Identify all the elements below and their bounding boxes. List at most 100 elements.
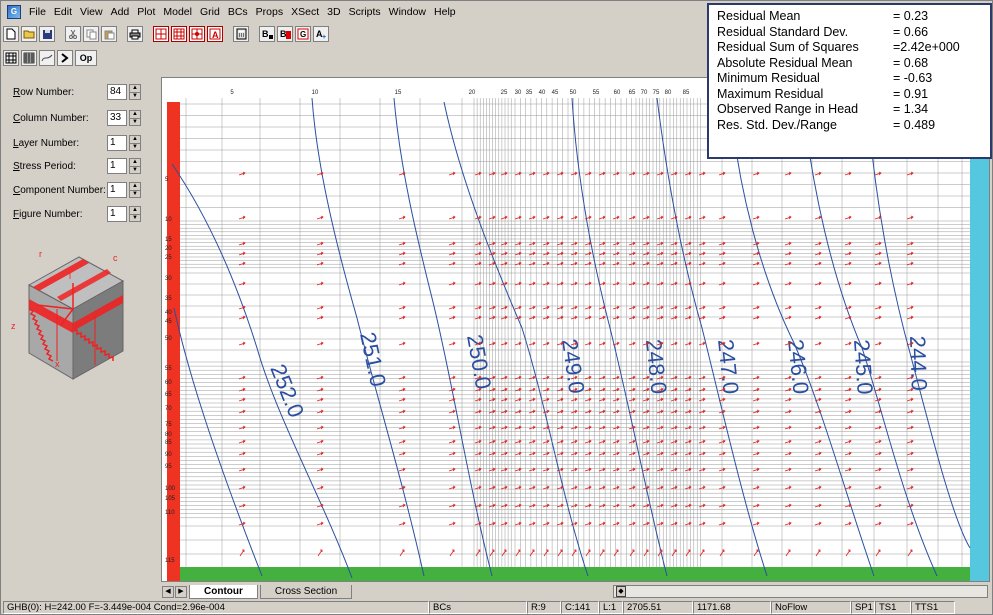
flow-vector-arrow (598, 439, 606, 444)
app-icon[interactable]: G (7, 5, 21, 19)
menu-plot[interactable]: Plot (137, 6, 156, 18)
grid-text-icon[interactable]: A (207, 26, 223, 42)
flow-vector-arrow (612, 451, 620, 456)
flow-vector-arrow (316, 251, 324, 256)
menu-grid[interactable]: Grid (199, 6, 220, 18)
row-number-label: 75 (165, 422, 172, 428)
graph-g-icon[interactable]: G (295, 26, 311, 42)
grid-add-icon[interactable] (171, 26, 187, 42)
paste-icon[interactable] (101, 26, 117, 42)
menu-model[interactable]: Model (163, 6, 192, 18)
grid-dense-icon[interactable] (21, 50, 37, 66)
flow-vector-arrow (500, 521, 508, 526)
flow-vector-arrow (906, 425, 914, 430)
tab-cross-section[interactable]: Cross Section (259, 584, 353, 599)
stat-value: = 0.91 (893, 86, 929, 101)
print-icon[interactable] (127, 26, 143, 42)
stress-period-input[interactable]: 1 (107, 158, 127, 174)
menu-file[interactable]: File (29, 6, 46, 18)
horizontal-scrollbar[interactable]: ◆ (613, 585, 988, 598)
figure-number-input[interactable]: 1 (107, 206, 127, 222)
op-button[interactable]: Op (75, 50, 97, 66)
column-number-label: 25 (501, 90, 508, 96)
tab-contour[interactable]: Contour (189, 584, 258, 599)
flow-vector-arrow (718, 467, 726, 472)
scroll-thumb-icon[interactable]: ◆ (616, 586, 626, 597)
flow-vector-arrow (316, 387, 324, 392)
component-number-input[interactable]: 1 (107, 182, 127, 198)
trace-icon[interactable] (39, 50, 55, 66)
flow-vector-arrow (874, 341, 882, 346)
layer-number-spinner[interactable]: ▲ ▼ (129, 135, 141, 151)
menu-3d[interactable]: 3D (327, 6, 341, 18)
stat-row: Res. Std. Dev./Range = 0.489 (717, 118, 982, 134)
menu-edit[interactable]: Edit (53, 6, 73, 18)
open-folder-icon[interactable] (21, 26, 37, 42)
flow-vector-arrow (670, 485, 678, 490)
menu-view[interactable]: View (80, 6, 103, 18)
flow-vector-arrow (556, 261, 564, 266)
menu-xsect[interactable]: XSect (291, 6, 320, 18)
status-stress-period: SP1 (851, 600, 875, 614)
flow-vector-arrow (784, 485, 792, 490)
boundary-b-icon[interactable]: B (259, 26, 275, 42)
row-number-spinner[interactable]: ▲ ▼ (129, 84, 141, 100)
grid-refine-icon[interactable] (189, 26, 205, 42)
column-number-label: 60 (614, 90, 621, 96)
flow-vector-arrow (684, 467, 692, 472)
calculator-icon[interactable] (233, 26, 249, 42)
layer-number-input[interactable]: 1 (107, 135, 127, 151)
menu-bcs[interactable]: BCs (227, 6, 248, 18)
status-y-coordinate: 1171.68 (693, 600, 771, 614)
flow-arrow-icon[interactable] (57, 50, 73, 66)
cut-icon[interactable] (65, 26, 81, 42)
stat-row: Residual Mean = 0.23 (717, 9, 982, 25)
tab-scroll-left-icon[interactable]: ◀ (162, 585, 174, 598)
flow-vector-arrow (628, 451, 636, 456)
menu-window[interactable]: Window (388, 6, 427, 18)
save-icon[interactable] (39, 26, 55, 42)
menu-props[interactable]: Props (255, 6, 284, 18)
menu-scripts[interactable]: Scripts (348, 6, 381, 18)
flow-vector-arrow (598, 305, 606, 310)
new-file-icon[interactable] (3, 26, 19, 42)
row-number-label: 25 (165, 255, 172, 261)
row-number-label: 30 (165, 276, 172, 282)
figure-number-spinner[interactable]: ▲ ▼ (129, 206, 141, 222)
boundary-b-red-icon[interactable]: B (277, 26, 293, 42)
flow-vector-arrow (542, 215, 550, 220)
flow-vector-arrow (642, 305, 650, 310)
component-number-spinner[interactable]: ▲ ▼ (129, 182, 141, 198)
column-number-input[interactable]: 33 (107, 110, 127, 126)
flow-vector-arrow (448, 241, 456, 246)
flow-vector-arrow (684, 341, 692, 346)
flow-vector-arrow (684, 305, 692, 310)
flow-vector-arrow (474, 451, 482, 456)
menu-help[interactable]: Help (434, 6, 456, 18)
flow-vector-arrow (556, 171, 564, 176)
column-number-spinner[interactable]: ▲ ▼ (129, 110, 141, 126)
grid-select-icon[interactable] (153, 26, 169, 42)
flow-vector-arrow (656, 503, 664, 508)
column-number-label: 15 (395, 90, 402, 96)
flow-vector-arrow (317, 549, 323, 557)
flow-vector-arrow (528, 503, 536, 508)
flow-vector-arrow (488, 387, 496, 392)
annotate-a-icon[interactable]: A + (313, 26, 329, 42)
model-grid-view[interactable]: 5 10 15 20 25 30 35 40 45 50 55 60 65 70 75 80 85 90 5 10 15… (161, 77, 990, 582)
flow-vector-arrow (906, 387, 914, 392)
grid-rows-icon[interactable] (3, 50, 19, 66)
row-number-label: 50 (165, 336, 172, 342)
row-number-input[interactable]: 84 (107, 84, 127, 100)
stress-period-spinner[interactable]: ▲ ▼ (129, 158, 141, 174)
flow-vector-arrow (488, 451, 496, 456)
orientation-cube[interactable]: r c l z x (7, 243, 157, 385)
flow-vector-arrow (844, 485, 852, 490)
menu-add[interactable]: Add (110, 6, 130, 18)
flow-vector-arrow (718, 397, 726, 402)
copy-icon[interactable] (83, 26, 99, 42)
grid-canvas[interactable]: 5 10 15 20 25 30 35 40 45 50 55 60 65 70 75 80 85 90 5 10 15… (162, 78, 990, 582)
flow-vector-arrow (845, 549, 851, 557)
flow-vector-arrow (906, 251, 914, 256)
tab-scroll-right-icon[interactable]: ▶ (175, 585, 187, 598)
